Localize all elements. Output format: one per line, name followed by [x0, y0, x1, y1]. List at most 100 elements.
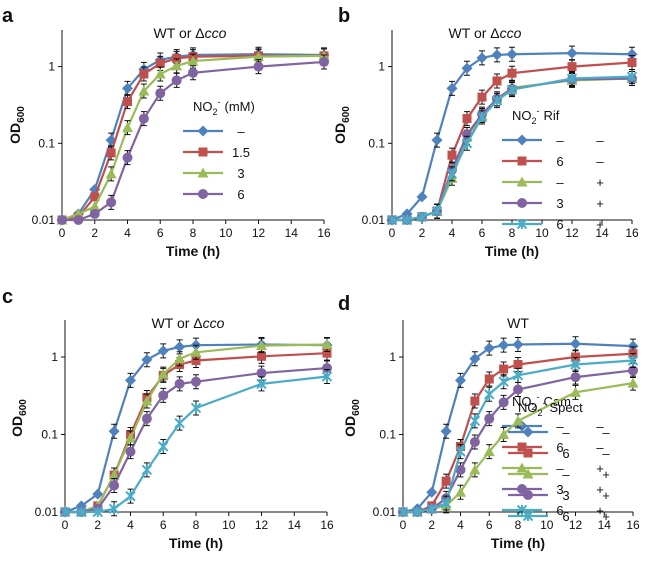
y-axis-label-sub: 600	[351, 399, 362, 416]
y-tick-label: 0.1	[379, 427, 396, 441]
y-tick-label: 1	[389, 350, 396, 364]
panel-title: WT or Δcco	[449, 25, 522, 41]
data-point	[171, 60, 183, 71]
data-point	[190, 402, 202, 414]
y-tick-label: 0.1	[38, 136, 55, 150]
legend-header-sub: 2	[213, 107, 218, 117]
data-point	[386, 214, 398, 226]
legend-header-sub: 2	[532, 116, 537, 126]
y-axis-label: OD600	[7, 106, 27, 144]
x-tick-label: 16	[625, 226, 639, 240]
legend-label: –	[556, 133, 564, 148]
legend-header-rest: (mM)	[225, 99, 255, 114]
data-point	[125, 374, 136, 386]
data-point	[158, 441, 169, 452]
data-point	[431, 206, 443, 217]
data-point	[141, 395, 153, 406]
data-point	[253, 51, 264, 62]
data-point	[172, 53, 182, 63]
data-point	[484, 374, 494, 384]
data-point	[109, 480, 120, 491]
data-point	[122, 82, 133, 94]
data-point	[469, 464, 481, 475]
x-tick-label: 4	[457, 518, 464, 532]
panel-title: WT	[507, 315, 529, 331]
legend-swatch-marker	[522, 426, 534, 438]
data-point	[92, 488, 104, 500]
legend-label: 3	[556, 482, 563, 497]
legend-label: 6	[556, 217, 563, 232]
x-tick-label: 0	[59, 226, 66, 240]
data-point	[461, 62, 473, 74]
legend-label-2: –	[596, 440, 604, 455]
data-point	[122, 152, 133, 163]
x-tick-label: 16	[626, 518, 640, 532]
data-point	[92, 506, 103, 518]
y-axis-label: OD600	[342, 399, 362, 437]
data-point	[446, 82, 458, 94]
data-point	[498, 376, 509, 387]
legend-entry-4: 6 +	[502, 503, 604, 518]
y-axis-label-main: OD	[9, 416, 25, 437]
legend-header-sub: 2	[532, 402, 537, 412]
series-line	[61, 54, 325, 222]
x-tick-label: 0	[389, 226, 396, 240]
legend-swatch-marker	[523, 448, 533, 458]
panel-title-italic: cco	[205, 25, 227, 41]
data-point	[476, 52, 488, 64]
data-point	[106, 148, 116, 158]
panel-title-italic: cco	[500, 25, 522, 41]
data-point	[321, 338, 333, 349]
panel-title-main: WT or Δ	[449, 25, 500, 41]
data-point	[491, 95, 503, 106]
legend-label: 6	[562, 509, 569, 524]
data-point	[158, 390, 169, 401]
data-point	[73, 215, 84, 225]
data-point	[157, 368, 169, 379]
legend-swatch-marker	[522, 468, 534, 479]
legend-label-2: –	[596, 154, 604, 169]
x-tick-label: 2	[419, 226, 426, 240]
x-tick-label: 0	[400, 518, 407, 532]
data-point	[498, 397, 509, 408]
legend-label: 3	[237, 166, 244, 181]
legend-header-sub: 2	[538, 408, 543, 418]
legend-swatch-marker	[516, 218, 528, 230]
data-point	[461, 138, 473, 149]
data-point	[566, 73, 578, 84]
x-tick-label: 12	[565, 226, 579, 240]
legend-label: 6	[556, 440, 563, 455]
legend-entry-3: 6	[183, 187, 245, 202]
data-point	[171, 75, 182, 86]
data-point	[469, 415, 481, 427]
y-axis-label-sub: 600	[16, 106, 27, 123]
data-point	[125, 490, 136, 502]
data-point	[498, 339, 510, 351]
x-axis-label: Time (h)	[169, 535, 223, 551]
data-point	[476, 111, 488, 123]
legend-header-main: NO	[512, 108, 532, 123]
legend-label: 6	[556, 154, 563, 169]
y-axis-label-main: OD	[342, 416, 358, 437]
data-point	[108, 469, 120, 480]
legend-label: –	[556, 461, 564, 476]
x-tick-label: 12	[252, 226, 266, 240]
data-point	[491, 49, 503, 61]
legend-swatch-marker	[197, 125, 209, 137]
data-point	[440, 497, 452, 509]
legend-entry-2: 3	[183, 166, 245, 181]
data-point	[89, 208, 100, 219]
data-point	[108, 425, 120, 437]
data-point	[431, 134, 443, 146]
legend-swatch-marker	[523, 490, 533, 500]
data-point	[257, 351, 266, 361]
y-axis-label-main: OD	[332, 123, 348, 144]
legend-label: –	[556, 175, 564, 190]
y-axis-label: OD600	[9, 399, 29, 437]
panel-title: WT or Δcco	[154, 25, 227, 41]
y-axis-label-sub: 600	[341, 106, 352, 123]
panel-title: WT or Δcco	[152, 315, 225, 331]
data-point	[155, 88, 166, 99]
x-tick-label: 6	[157, 226, 164, 240]
